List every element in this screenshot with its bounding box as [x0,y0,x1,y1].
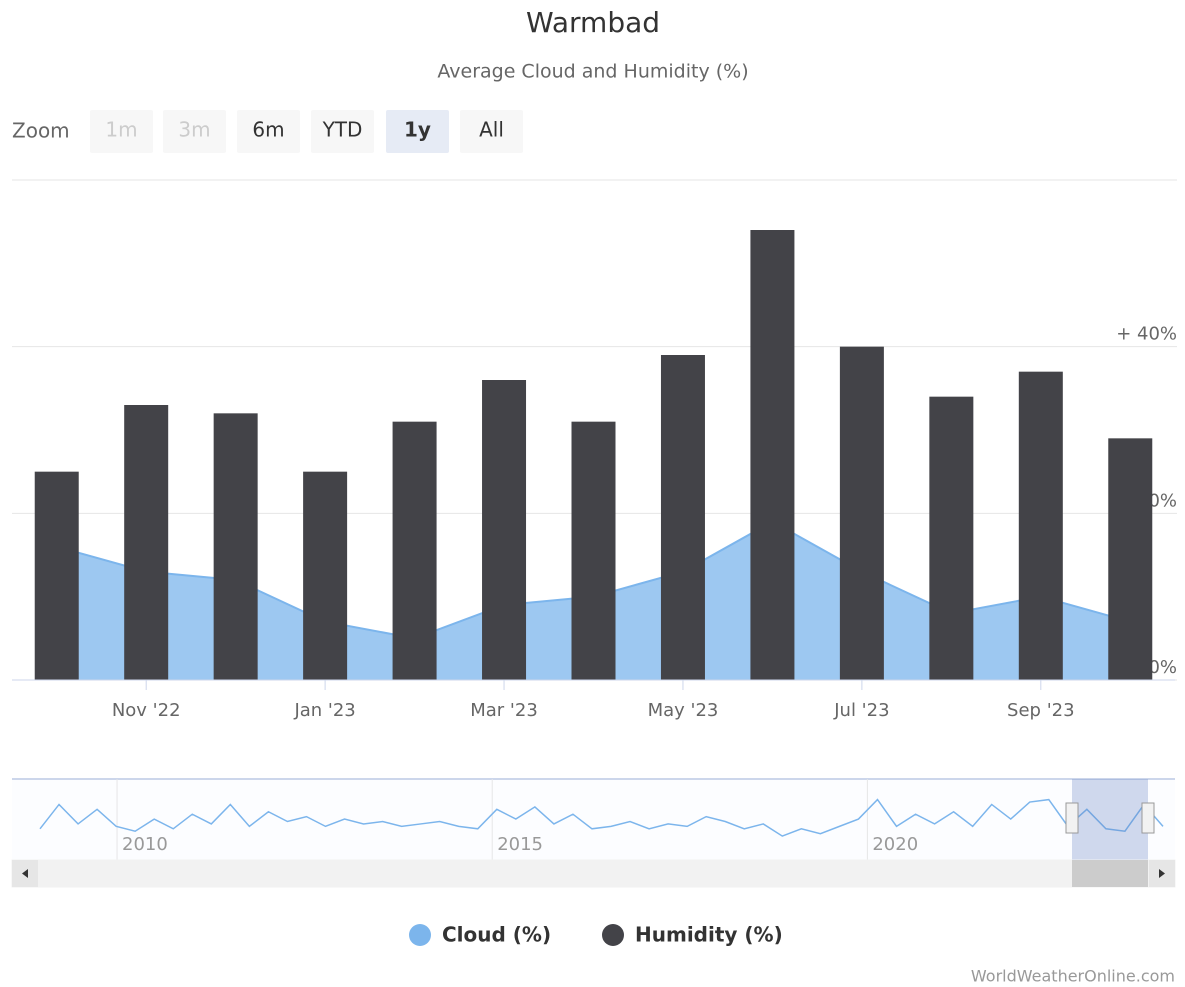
zoom-button-label: 6m [252,118,284,142]
bar [750,230,795,680]
y-tick-label: + 40% [1116,324,1177,345]
bar [929,396,974,680]
bar [34,471,79,680]
zoom-button-label: 1m [105,118,137,142]
legend-symbol[interactable] [409,924,431,946]
bar [392,421,437,680]
bar [124,405,169,680]
scroll-right-arrow [1159,869,1165,878]
navigator-label: 2020 [872,834,918,855]
x-tick-label: Sep '23 [1007,700,1075,721]
scrollbar-track [11,859,1176,888]
zoom-button[interactable] [311,110,374,153]
navigator-mask [1072,779,1148,860]
x-tick-label: Jan '23 [293,700,355,721]
zoom-button-label: YTD [322,118,363,142]
navigator-line [39,798,1164,837]
bar [571,421,616,680]
bar [213,413,258,680]
legend-label[interactable]: Humidity (%) [635,923,783,947]
legend-label[interactable]: Cloud (%) [442,923,551,947]
bar [839,346,884,680]
bar [482,380,527,680]
chart-title: Warmbad [526,6,660,39]
chart-subtitle: Average Cloud and Humidity (%) [437,61,748,83]
zoom-button-label: 3m [178,118,210,142]
bar [1108,438,1153,680]
x-tick-label: Jul '23 [833,700,889,721]
x-tick-label: Mar '23 [470,700,538,721]
bar [660,355,705,680]
zoom-button-label: All [479,118,504,142]
zoom-button [90,110,153,153]
navigator [12,778,1175,860]
navigator-label: 2010 [122,834,168,855]
navigator-bg [12,778,1175,860]
zoom-button[interactable] [460,110,523,153]
zoom-button[interactable] [386,110,449,153]
navigator-handle[interactable] [1141,802,1155,834]
bar [1018,371,1063,680]
x-tick-label: Nov '22 [112,700,181,721]
navigator-label: 2015 [497,834,543,855]
zoom-button [163,110,226,153]
zoom-button[interactable] [237,110,300,153]
zoom-label: Zoom [12,119,70,143]
y-tick-label: 0% [1148,657,1177,678]
scroll-left-arrow [22,869,28,878]
credits: WorldWeatherOnline.com [971,967,1175,986]
bar [303,471,348,680]
navigator-handle[interactable] [1065,802,1079,834]
zoom-button-label: 1y [404,118,431,142]
x-tick-label: May '23 [648,700,719,721]
scrollbar-thumb[interactable] [1072,860,1148,887]
legend-symbol[interactable] [602,924,624,946]
